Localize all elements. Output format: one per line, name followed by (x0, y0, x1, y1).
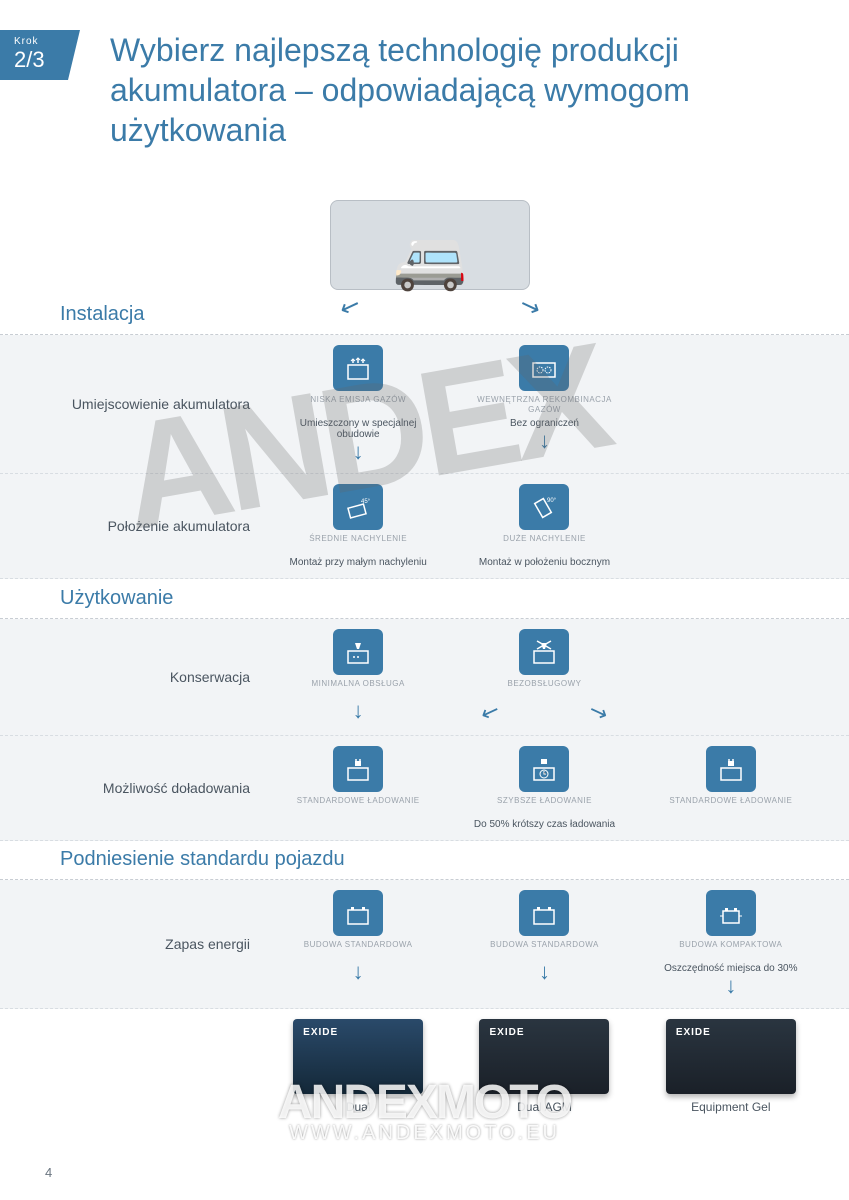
emission-icon (333, 345, 383, 391)
icon-label: SZYBSZE ŁADOWANIE (466, 796, 622, 816)
battery-name: Dual (280, 1100, 436, 1114)
page-title: Wybierz najlepszą technologię produkcji … (110, 30, 790, 150)
icon-desc: Do 50% krótszy czas ładowania (466, 819, 622, 830)
build-std-icon (333, 890, 383, 936)
flow-area: Instalacja Umiejscowienie akumulatora NI… (0, 295, 849, 1114)
row-doladowanie: Możliwość doładowania STANDARDOWE ŁADOWA… (0, 736, 849, 841)
icon-desc: Umieszczony w specjalnej obudowie (280, 418, 436, 440)
battery-2: Dual AGM (466, 1019, 622, 1114)
cell-c1: STANDARDOWE ŁADOWANIE (280, 746, 436, 830)
row-polozenie: Położenie akumulatora 45° ŚREDNIE NACHYL… (0, 474, 849, 579)
charge-std-icon (333, 746, 383, 792)
maintenance-icon (333, 629, 383, 675)
cell-left: 45° ŚREDNIE NACHYLENIE Montaż przy małym… (280, 484, 436, 568)
arrow-icon: ↓ (280, 440, 436, 463)
icon-label: STANDARDOWE ŁADOWANIE (653, 796, 809, 816)
vehicle-image (330, 200, 530, 290)
battery-row: Dual Dual AGM Equipment Gel (0, 1009, 849, 1114)
tilt-90-icon: 90° (519, 484, 569, 530)
section-instalacja: Instalacja (0, 295, 849, 335)
row-label: Położenie akumulatora (0, 518, 280, 534)
battery-1: Dual (280, 1019, 436, 1114)
arrow-icon: ↓ (466, 960, 622, 983)
battery-image (666, 1019, 796, 1094)
tilt-45-icon: 45° (333, 484, 383, 530)
icon-label: DUŻE NACHYLENIE (466, 534, 622, 554)
row-label: Możliwość doładowania (0, 780, 280, 796)
arrow-icon: ↓ (653, 974, 809, 997)
cell-c3: STANDARDOWE ŁADOWANIE (653, 746, 809, 830)
row-umiejscowienie: Umiejscowienie akumulatora NISKA EMISJA … (0, 335, 849, 474)
battery-image (479, 1019, 609, 1094)
watermark-url: WWW.ANDEXMOTO.EU (0, 1122, 849, 1145)
svg-text:90°: 90° (547, 498, 557, 504)
build-std-icon (519, 890, 569, 936)
cell-left: NISKA EMISJA GAZÓW Umieszczony w specjal… (280, 345, 436, 463)
arrow-icon: ↙ (477, 697, 503, 728)
row-zapas: Zapas energii BUDOWA STANDARDOWA ↓ BUDOW… (0, 880, 849, 1008)
cell-c1: BUDOWA STANDARDOWA ↓ (280, 890, 436, 997)
icon-label: BUDOWA STANDARDOWA (280, 940, 436, 960)
row-label: Umiejscowienie akumulatora (0, 396, 280, 412)
icon-label: MINIMALNA OBSŁUGA (280, 679, 436, 699)
row-label: Zapas energii (0, 936, 280, 952)
build-compact-icon (706, 890, 756, 936)
battery-name: Equipment Gel (653, 1100, 809, 1114)
cell-c2: BUDOWA STANDARDOWA ↓ (466, 890, 622, 997)
cell-right: BEZOBSŁUGOWY ↙ ↘ (466, 629, 622, 725)
svg-text:45°: 45° (361, 499, 371, 505)
icon-desc: Montaż w położeniu bocznym (466, 557, 622, 568)
maintenance-free-icon (519, 629, 569, 675)
arrow-icon: ↓ (280, 960, 436, 983)
step-value: 2/3 (14, 47, 80, 73)
icon-label: BEZOBSŁUGOWY (466, 679, 622, 699)
battery-image (293, 1019, 423, 1094)
icon-label: BUDOWA KOMPAKTOWA (653, 940, 809, 960)
section-uzytkowanie: Użytkowanie (0, 579, 849, 619)
icon-label: STANDARDOWE ŁADOWANIE (280, 796, 436, 816)
icon-desc: Montaż przy małym nachyleniu (280, 557, 436, 568)
section-podniesienie: Podniesienie standardu pojazdu (0, 840, 849, 880)
step-label: Krok (14, 36, 80, 47)
page-number: 4 (45, 1165, 52, 1180)
cell-right: 90° DUŻE NACHYLENIE Montaż w położeniu b… (466, 484, 622, 568)
step-badge: Krok 2/3 (0, 30, 80, 80)
arrow-icon: ↓ (280, 699, 436, 722)
battery-name: Dual AGM (466, 1100, 622, 1114)
recombination-icon (519, 345, 569, 391)
cell-c2: SZYBSZE ŁADOWANIE Do 50% krótszy czas ła… (466, 746, 622, 830)
icon-label: NISKA EMISJA GAZÓW (280, 395, 436, 415)
cell-left: MINIMALNA OBSŁUGA ↓ (280, 629, 436, 725)
row-label: Konserwacja (0, 669, 280, 685)
charge-fast-icon (519, 746, 569, 792)
arrow-icon: ↓ (466, 429, 622, 452)
battery-3: Equipment Gel (653, 1019, 809, 1114)
arrow-icon: ↘ (585, 697, 611, 728)
charge-std-icon (706, 746, 756, 792)
icon-label: WEWNĘTRZNA REKOMBINACJA GAZÓW (466, 395, 622, 415)
cell-c3: BUDOWA KOMPAKTOWA Oszczędność miejsca do… (653, 890, 809, 997)
icon-label: ŚREDNIE NACHYLENIE (280, 534, 436, 554)
row-konserwacja: Konserwacja MINIMALNA OBSŁUGA ↓ BEZOBSŁU… (0, 619, 849, 736)
icon-label: BUDOWA STANDARDOWA (466, 940, 622, 960)
cell-right: WEWNĘTRZNA REKOMBINACJA GAZÓW Bez ograni… (466, 345, 622, 463)
